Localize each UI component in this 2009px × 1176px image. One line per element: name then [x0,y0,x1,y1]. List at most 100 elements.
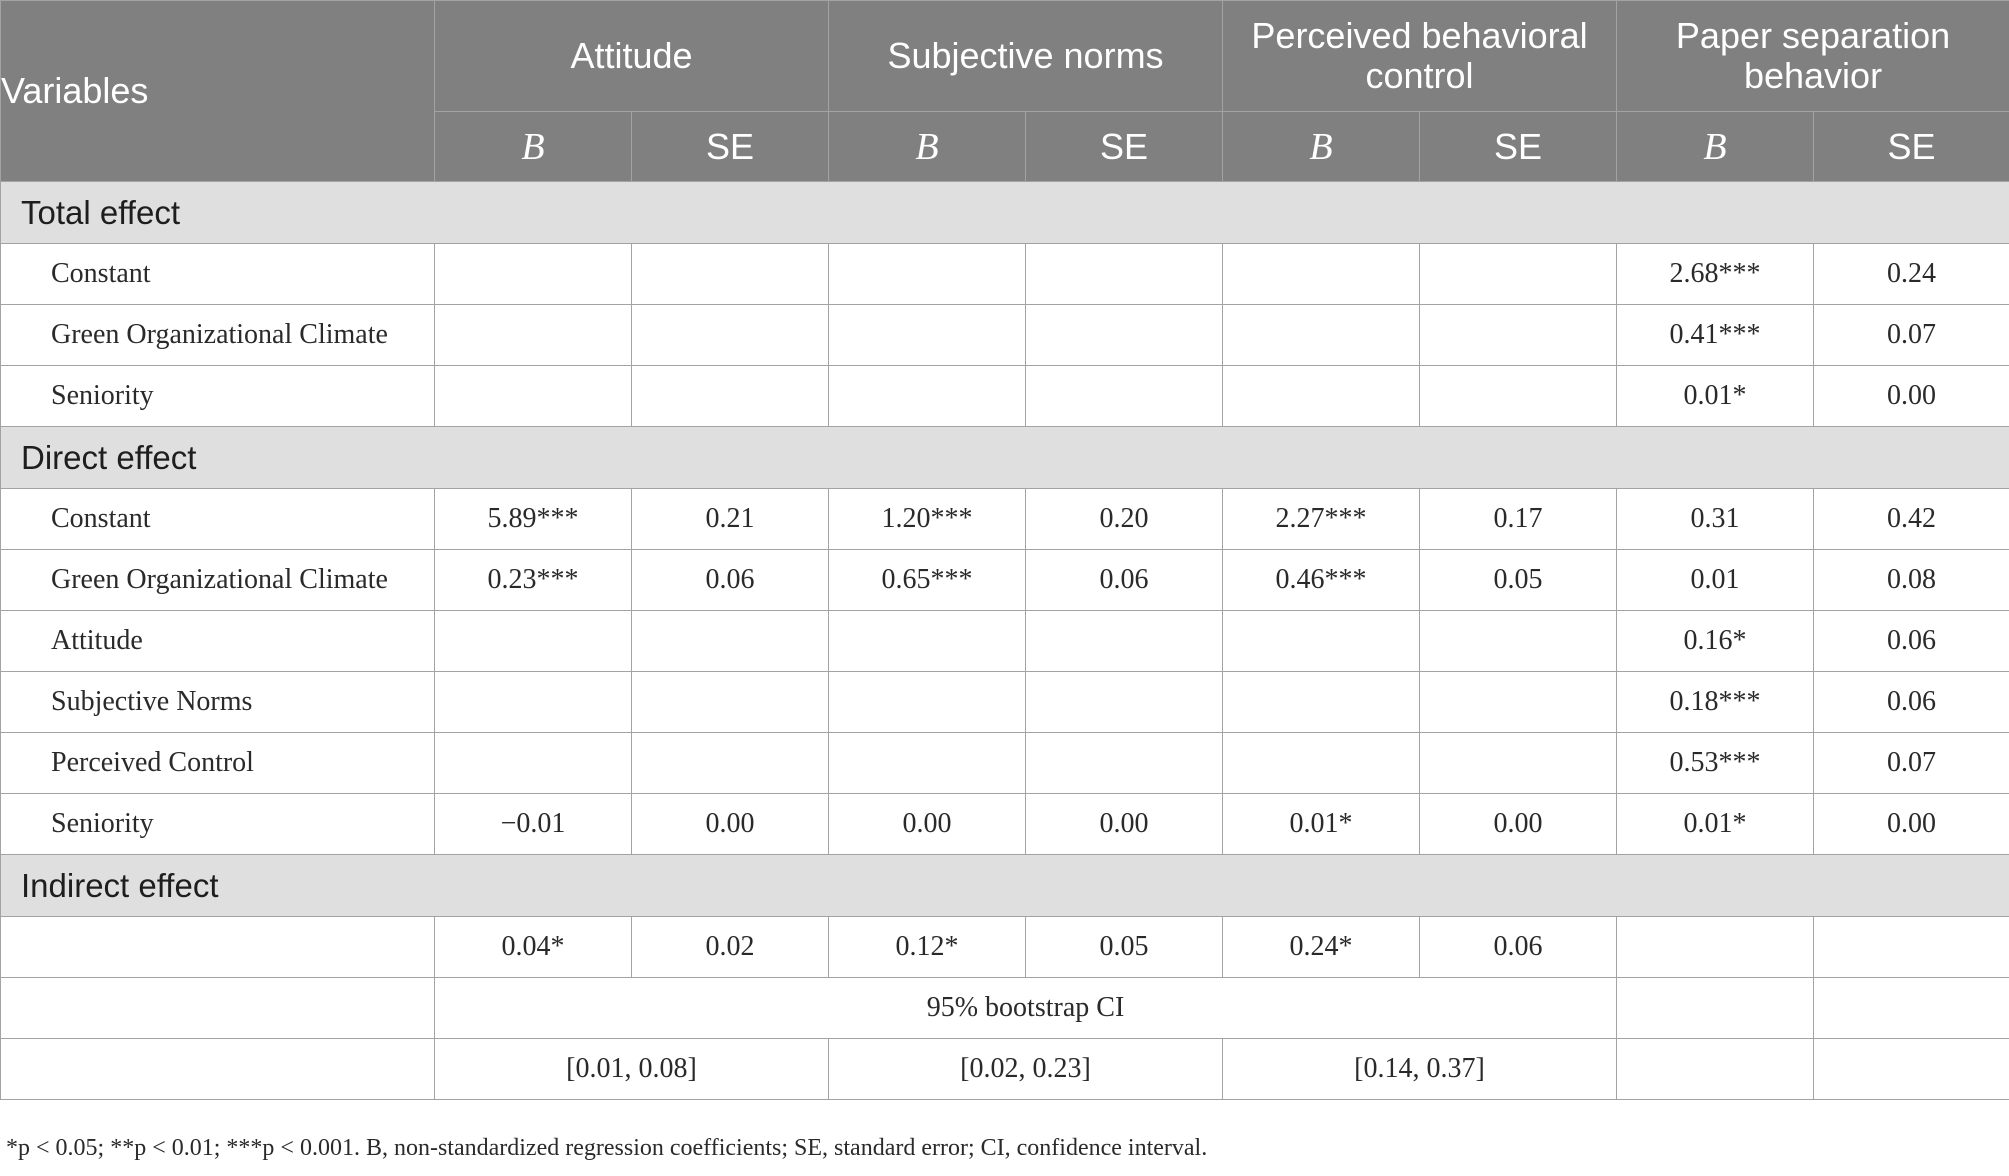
cell [828,671,1026,733]
attitude-header: Attitude [434,0,829,112]
table-row-ci-label: 95% bootstrap CI [0,977,2009,1039]
cell: 0.53*** [1616,732,1815,794]
cell [1025,304,1223,366]
cell [1025,732,1223,794]
cell: 0.06 [631,549,829,611]
cell: 0.20 [1025,488,1223,550]
cell [1813,977,2009,1039]
row-label: Attitude [0,610,435,672]
table-header: Variables Attitude Subjective norms Perc… [0,0,2009,182]
cell [1222,671,1420,733]
cell [631,243,829,305]
ci-label: 95% bootstrap CI [433,977,1618,1039]
cell: 0.23*** [434,549,632,611]
cell [434,365,632,427]
cell [828,304,1026,366]
cell [1222,304,1420,366]
row-label: Seniority [0,365,435,427]
perceived-control-header: Perceived behavioral control [1221,0,1618,112]
table-row: Subjective Norms 0.18*** 0.06 [0,671,2009,733]
cell: 0.41*** [1616,304,1815,366]
cell [1616,1038,1815,1100]
ci-value-subjective-norms: [0.02, 0.23] [828,1038,1223,1100]
cell: 2.68*** [1616,243,1815,305]
section-row-direct: Direct effect [0,426,2009,489]
cell: 1.20*** [828,488,1026,550]
cell [631,304,829,366]
cell [631,732,829,794]
cell [1418,365,1618,427]
table-row: Perceived Control 0.53*** 0.07 [0,732,2009,794]
regression-table: Variables Attitude Subjective norms Perc… [0,0,2009,1100]
cell [1025,365,1223,427]
cell: 0.21 [631,488,829,550]
cell: 0.00 [828,793,1026,855]
section-title: Total effect [0,181,2009,244]
cell: 0.31 [1616,488,1815,550]
cell: 0.00 [1813,793,2009,855]
b-subheader: B [1616,111,1815,182]
paper-separation-header: Paper separation behavior [1616,0,2009,112]
se-subheader: SE [1813,111,2009,182]
section-row-indirect: Indirect effect [0,854,2009,917]
row-label: Green Organizational Climate [0,549,435,611]
b-subheader: B [828,111,1026,182]
cell: 0.07 [1813,304,2009,366]
table-row: Constant 2.68*** 0.24 [0,243,2009,305]
cell [434,671,632,733]
cell [1025,671,1223,733]
table-footnote: *p < 0.05; **p < 0.01; ***p < 0.001. B, … [6,1135,1208,1161]
b-subheader: B [1222,111,1420,182]
section-row-total: Total effect [0,181,2009,244]
cell [1025,243,1223,305]
cell: 5.89*** [434,488,632,550]
cell: 0.01* [1616,793,1815,855]
table-row: Green Organizational Climate 0.23*** 0.0… [0,549,2009,611]
cell: 0.24 [1813,243,2009,305]
cell: 0.00 [1418,793,1618,855]
cell: 0.04* [434,916,632,978]
section-title: Direct effect [0,426,2009,489]
row-label [0,977,435,1039]
cell [631,671,829,733]
se-subheader: SE [1025,111,1223,182]
section-title: Indirect effect [0,854,2009,917]
cell [434,732,632,794]
cell [434,304,632,366]
cell: 2.27*** [1222,488,1420,550]
cell [1418,610,1618,672]
row-label: Subjective Norms [0,671,435,733]
cell: 0.01 [1616,549,1815,611]
variables-header: Variables [0,0,435,182]
cell: 0.12* [828,916,1026,978]
cell [828,243,1026,305]
cell: 0.00 [1025,793,1223,855]
row-label: Constant [0,488,435,550]
cell: 0.06 [1813,671,2009,733]
row-label: Constant [0,243,435,305]
cell [1418,243,1618,305]
row-label: Green Organizational Climate [0,304,435,366]
cell: 0.16* [1616,610,1815,672]
cell: 0.00 [1813,365,2009,427]
cell: 0.08 [1813,549,2009,611]
cell [1813,916,2009,978]
se-subheader: SE [631,111,829,182]
table-row: Constant 5.89*** 0.21 1.20*** 0.20 2.27*… [0,488,2009,550]
cell: −0.01 [434,793,632,855]
cell [1222,732,1420,794]
cell: 0.02 [631,916,829,978]
cell: 0.06 [1418,916,1618,978]
cell [1222,243,1420,305]
cell [1418,732,1618,794]
row-label [0,916,435,978]
cell [434,610,632,672]
cell [828,610,1026,672]
cell [828,732,1026,794]
ci-value-perceived-control: [0.14, 0.37] [1221,1038,1618,1100]
table-row: 0.04* 0.02 0.12* 0.05 0.24* 0.06 [0,916,2009,978]
cell: 0.00 [631,793,829,855]
cell: 0.01* [1616,365,1815,427]
table-row: Seniority 0.01* 0.00 [0,365,2009,427]
cell [631,365,829,427]
